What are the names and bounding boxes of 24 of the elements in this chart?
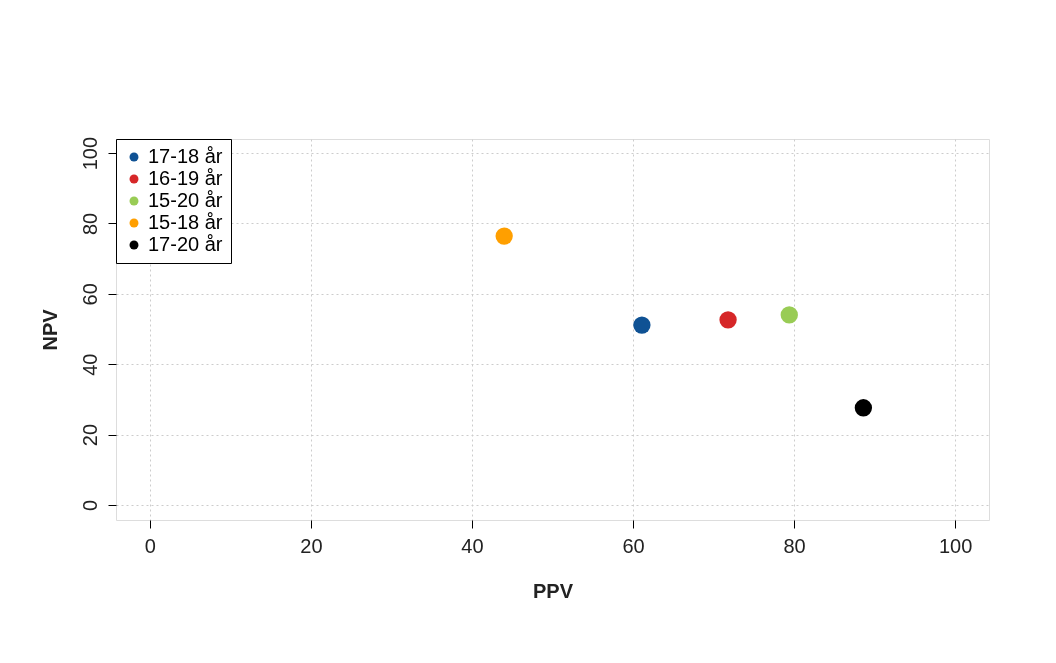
point xyxy=(633,316,651,334)
x-tick-label: 40 xyxy=(461,534,484,557)
x-tick-label: 0 xyxy=(144,534,156,557)
point xyxy=(854,399,873,417)
point xyxy=(719,311,737,329)
y-tick-label: 0 xyxy=(78,499,101,511)
legend-label: 17-18 år xyxy=(148,145,223,167)
legend-label: 16-19 år xyxy=(148,167,223,189)
y-tick-label: 80 xyxy=(78,212,101,236)
x-tick-label: 80 xyxy=(783,534,806,557)
point xyxy=(495,227,513,245)
y-tick-label: 40 xyxy=(78,353,101,376)
legend-label: 15-20 år xyxy=(148,189,223,211)
legend-label: 17-20 år xyxy=(148,233,223,255)
x-tick-label: 100 xyxy=(938,534,973,557)
y-tick-label: 20 xyxy=(78,423,101,447)
x-axis-title: PPV xyxy=(532,579,574,602)
point xyxy=(780,306,798,324)
y-tick-label: 60 xyxy=(78,283,101,306)
x-tick-label: 60 xyxy=(622,534,645,557)
x-tick-label: 20 xyxy=(300,534,323,557)
y-tick-label: 100 xyxy=(78,136,101,171)
legend-label: 15-18 år xyxy=(148,211,223,233)
y-axis-title: NPV xyxy=(38,308,61,351)
